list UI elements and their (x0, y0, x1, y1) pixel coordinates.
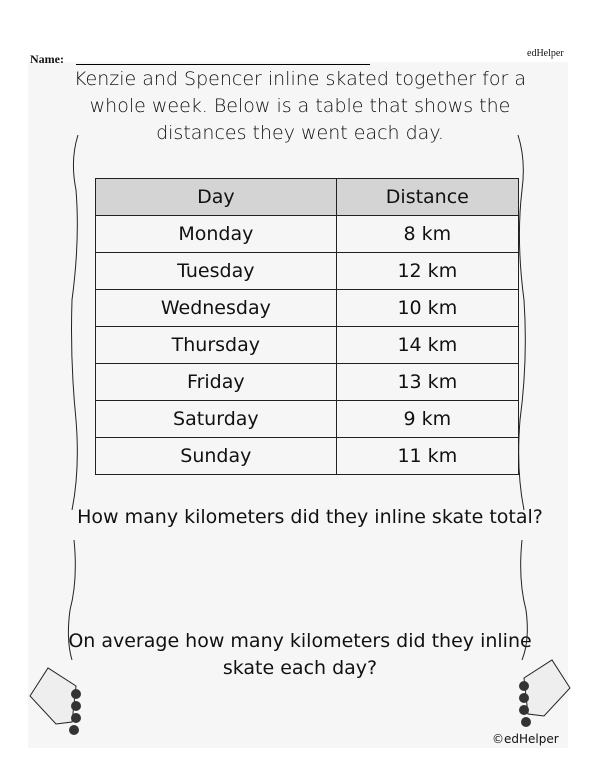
distance-cell: 8 km (335, 215, 520, 253)
header-day: Day (95, 178, 337, 216)
table-row: Thursday 14 km (95, 326, 520, 364)
table-row: Monday 8 km (95, 215, 520, 253)
day-cell: Thursday (95, 326, 337, 364)
right-squiggle (517, 134, 528, 661)
table-row: Saturday 9 km (95, 400, 520, 438)
question-total: How many kilometers did they inline skat… (77, 506, 543, 528)
distance-cell: 10 km (335, 289, 520, 327)
day-cell: Wednesday (95, 289, 337, 327)
question-average: On average how many kilometers did they … (68, 630, 532, 679)
inline-skate-icon (29, 667, 81, 735)
distance-table: Day Distance Monday 8 km Tuesday 12 km Wed… (95, 178, 520, 475)
table-row: Sunday 11 km (95, 437, 520, 475)
inline-skate-icon (519, 659, 571, 727)
table-row: Friday 13 km (95, 363, 520, 401)
header-distance: Distance (335, 178, 520, 216)
intro-text: Kenzie and Spencer inline skated togethe… (74, 68, 526, 144)
table-header-row: Day Distance (95, 178, 520, 216)
day-cell: Monday (95, 215, 337, 253)
copyright: ©edHelper (492, 732, 559, 746)
brand-label: edHelper (527, 48, 564, 59)
distance-cell: 13 km (335, 363, 520, 401)
left-squiggle (67, 134, 79, 661)
distance-cell: 11 km (335, 437, 520, 475)
distance-cell: 12 km (335, 252, 520, 290)
distance-cell: 9 km (335, 400, 520, 438)
table-row: Wednesday 10 km (95, 289, 520, 327)
day-cell: Sunday (95, 437, 337, 475)
table-row: Tuesday 12 km (95, 252, 520, 290)
day-cell: Saturday (95, 400, 337, 438)
name-field-line[interactable] (76, 64, 370, 65)
name-label: Name: (30, 52, 64, 66)
